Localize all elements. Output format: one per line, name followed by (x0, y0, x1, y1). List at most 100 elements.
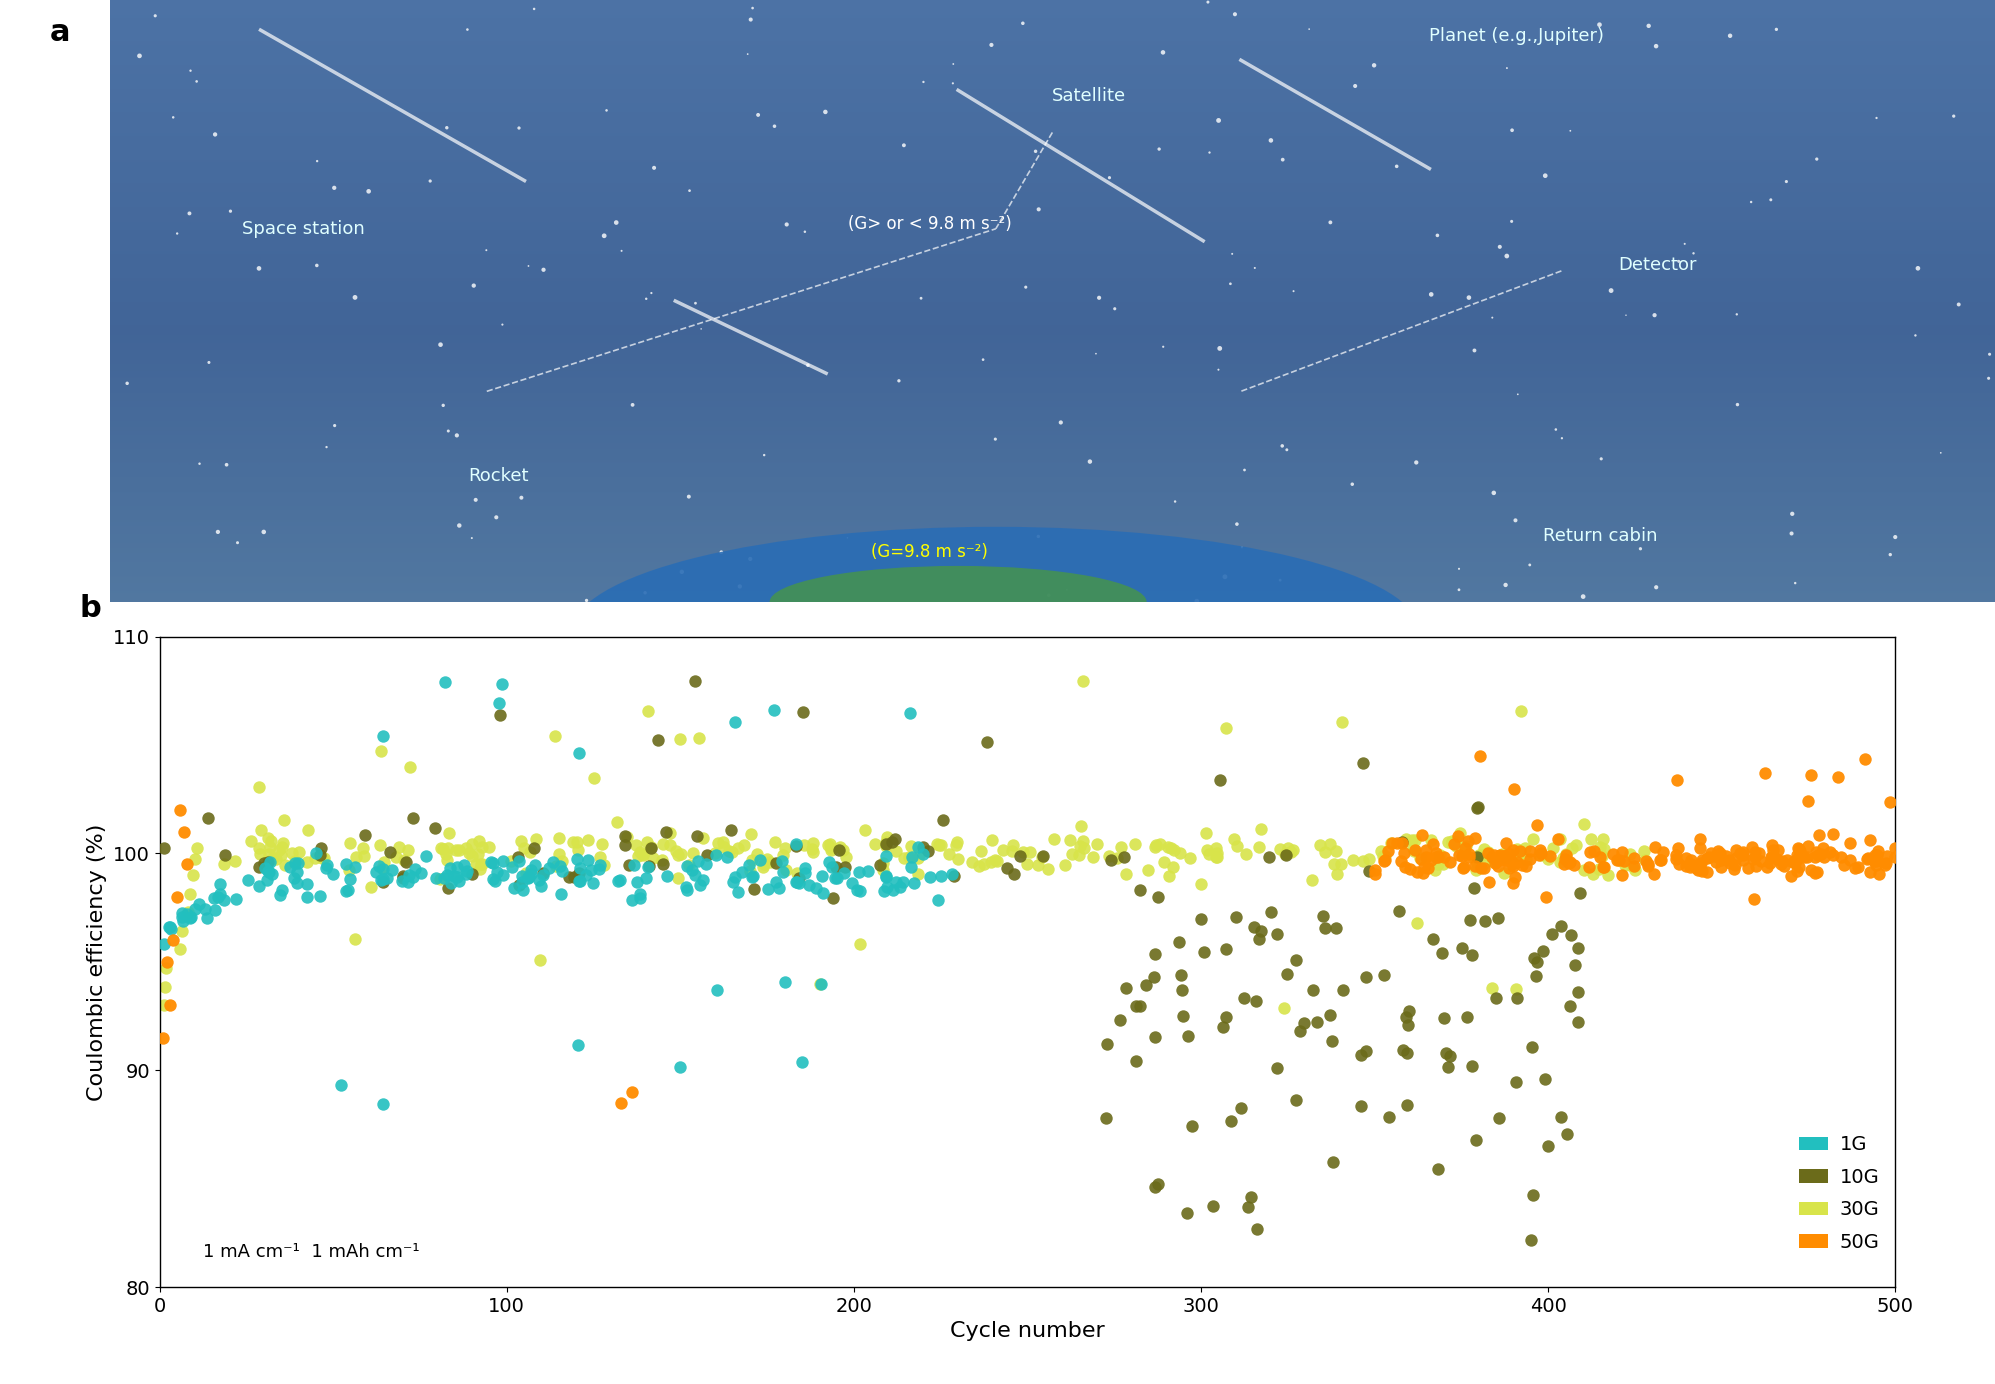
Point (281, 853, 313, 875)
Point (333, 859, 365, 882)
Point (938, 865, 970, 887)
Point (433, 419, 465, 441)
Point (1778, 851, 1809, 873)
Point (608, 825, 640, 847)
Point (349, 825, 381, 847)
Point (1367, 844, 1398, 866)
Point (1434, 851, 1466, 873)
Point (1500, 839, 1532, 861)
Point (577, 872, 608, 894)
Point (1369, 963, 1400, 985)
Point (1393, 1013, 1424, 1035)
Point (1750, 763, 1782, 785)
Point (1462, 796, 1494, 818)
Point (1414, 829, 1446, 851)
Point (467, 853, 499, 875)
Point (399, 858, 431, 880)
Point (610, 826, 642, 848)
Point (1472, 841, 1504, 864)
Point (1468, 853, 1500, 875)
Point (1189, 822, 1221, 844)
Point (150, 976, 182, 998)
Point (664, 728, 696, 750)
Point (966, 840, 998, 862)
Point (718, 711, 750, 734)
Point (880, 871, 912, 893)
Point (1387, 1039, 1418, 1062)
Point (1706, 848, 1738, 871)
Point (1480, 987, 1512, 1009)
Point (1827, 854, 1859, 876)
Point (1091, 1034, 1123, 1056)
Point (1901, 257, 1933, 280)
Point (706, 541, 738, 563)
Point (738, 877, 770, 900)
Point (1369, 846, 1400, 868)
Point (1327, 978, 1359, 1001)
Point (291, 819, 323, 841)
Point (1173, 1024, 1205, 1046)
Point (174, 60, 205, 82)
Point (1339, 75, 1371, 97)
Point (922, 835, 954, 857)
Point (1724, 841, 1756, 864)
Point (1700, 851, 1732, 873)
Point (194, 352, 225, 374)
Point (339, 929, 371, 951)
Point (367, 871, 399, 893)
Point (1373, 1106, 1404, 1128)
Point (1221, 513, 1253, 536)
Point (908, 71, 940, 93)
Point (764, 877, 796, 900)
Point (291, 886, 323, 908)
Text: 1 mA cm⁻¹  1 mAh cm⁻¹: 1 mA cm⁻¹ 1 mAh cm⁻¹ (203, 1243, 419, 1261)
Point (525, 875, 557, 897)
Text: Space station: Space station (241, 220, 365, 238)
Point (908, 836, 940, 858)
Point (1738, 889, 1770, 911)
Point (600, 212, 632, 234)
Point (940, 835, 972, 857)
Point (265, 836, 297, 858)
Point (692, 844, 724, 866)
Point (1799, 862, 1831, 884)
Point (1139, 1176, 1171, 1199)
Point (1436, 830, 1468, 853)
Point (235, 830, 267, 853)
Point (1125, 995, 1157, 1017)
Point (441, 865, 473, 887)
Point (716, 841, 748, 864)
Point (1420, 841, 1452, 864)
Point (563, 742, 595, 764)
Point (251, 851, 283, 873)
Point (1023, 198, 1055, 220)
Point (616, 1081, 648, 1103)
Point (387, 865, 419, 887)
Point (808, 882, 840, 904)
Point (247, 853, 279, 875)
Point (1287, 1012, 1319, 1034)
Point (1201, 847, 1233, 869)
Point (477, 851, 509, 873)
Point (794, 873, 826, 895)
Point (670, 876, 702, 898)
Point (305, 844, 337, 866)
Point (387, 866, 419, 889)
Point (1799, 840, 1831, 862)
Point (1554, 851, 1586, 873)
Point (1105, 836, 1137, 858)
Point (433, 822, 465, 844)
Point (1714, 851, 1746, 873)
Point (626, 843, 658, 865)
Point (1476, 306, 1508, 328)
Point (1678, 242, 1710, 264)
Point (1502, 850, 1534, 872)
Point (515, 840, 547, 862)
Point (200, 123, 231, 145)
Point (305, 837, 337, 859)
Point (1498, 839, 1530, 861)
Point (1067, 837, 1099, 859)
Point (1630, 850, 1662, 872)
Point (331, 879, 363, 901)
Text: (G> or < 9.8 m s⁻²): (G> or < 9.8 m s⁻²) (848, 215, 1011, 233)
